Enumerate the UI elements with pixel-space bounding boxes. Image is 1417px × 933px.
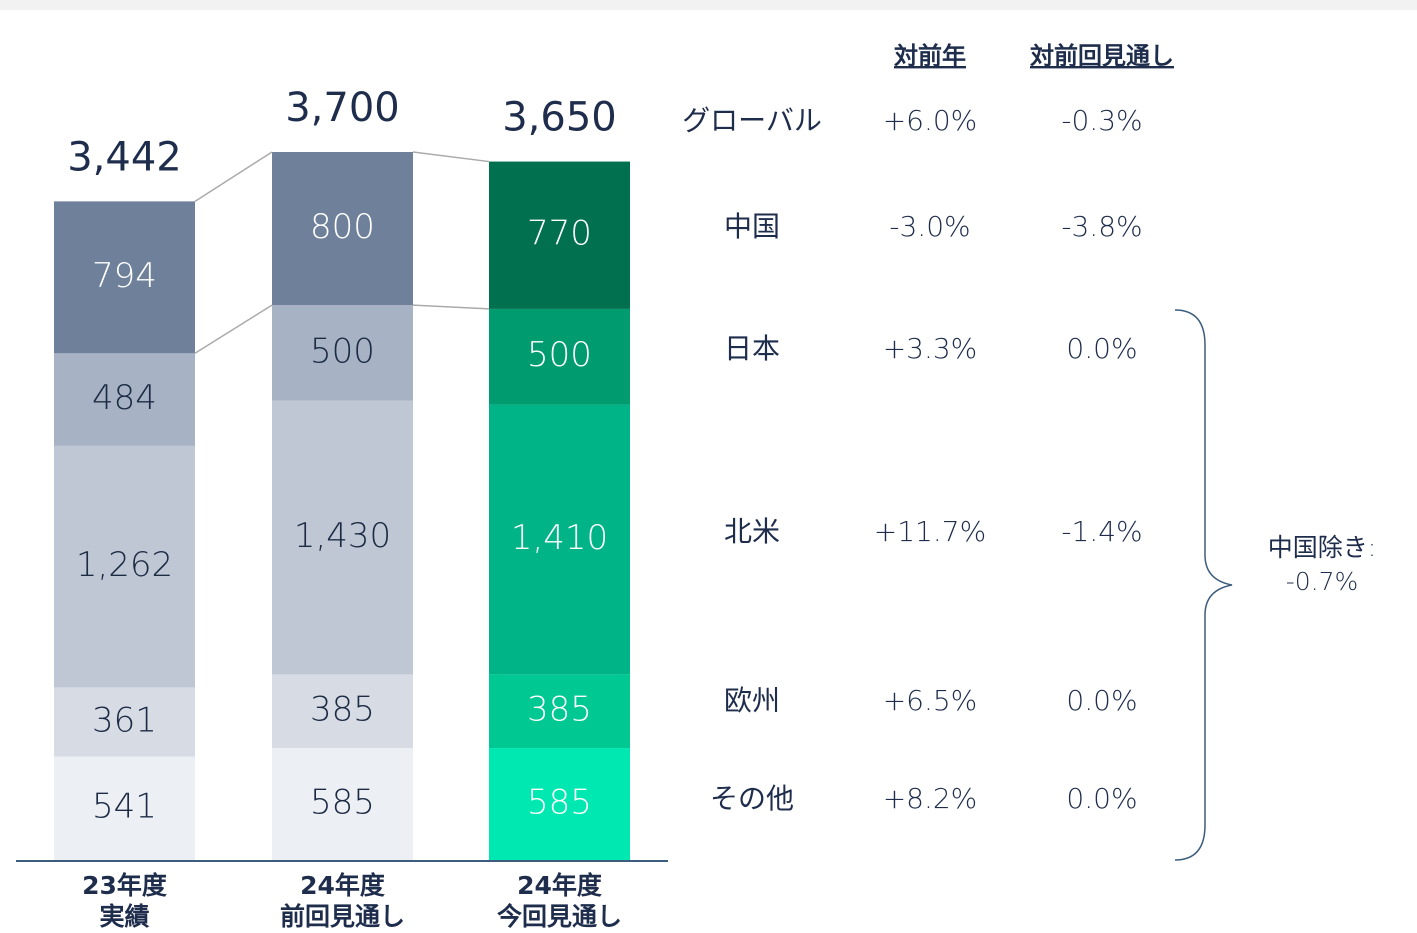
cell: 0.0% <box>1066 332 1137 365</box>
bar-segment <box>272 305 413 401</box>
row-label: 日本 <box>724 332 780 365</box>
segment-label: 361 <box>92 700 157 740</box>
cell: +6.5% <box>883 684 978 717</box>
row-label: 北米 <box>724 515 780 548</box>
x-tick-label: 24年度 <box>300 871 385 900</box>
bar-segment <box>489 674 630 749</box>
bar-segment <box>54 353 195 446</box>
bar-segment <box>272 674 413 749</box>
brace-label: 中国除き: <box>1268 533 1376 562</box>
cell: +11.7% <box>874 515 986 548</box>
segment-label: 484 <box>92 378 157 418</box>
segment-label: 1,410 <box>511 518 608 558</box>
brace <box>1174 309 1233 861</box>
total-label: 3,700 <box>285 85 400 131</box>
segment-label: 541 <box>92 787 157 827</box>
column-header: 対前年 <box>894 42 966 70</box>
segment-label: 385 <box>310 690 375 730</box>
cell: +8.2% <box>883 782 978 815</box>
bar-segment <box>54 756 195 860</box>
segment-label: 500 <box>310 331 375 371</box>
cell: +3.3% <box>883 332 978 365</box>
bar-segment <box>54 687 195 757</box>
bar-segment <box>272 400 413 675</box>
segment-label: 1,430 <box>294 516 391 556</box>
bar-segment <box>489 161 630 309</box>
bar-segment <box>272 748 413 860</box>
total-label: 3,650 <box>502 95 617 141</box>
segment-label: 385 <box>527 690 592 730</box>
bar-segment <box>54 201 195 354</box>
bar-segment <box>489 748 630 860</box>
segment-label: 585 <box>310 783 375 823</box>
row-label: 欧州 <box>724 684 780 717</box>
segment-label: 500 <box>527 335 592 375</box>
segment-label: 800 <box>310 207 375 247</box>
cell: -0.3% <box>1061 104 1142 137</box>
bar-segment <box>489 404 630 675</box>
column-header: 対前回見通し <box>1030 42 1174 70</box>
brace-label: -0.7% <box>1286 567 1359 596</box>
cell: -3.8% <box>1061 210 1142 243</box>
connector <box>412 304 490 310</box>
x-tick-label: 実績 <box>99 902 149 931</box>
connector <box>194 304 273 354</box>
x-tick-label: 今回見通し <box>497 902 622 931</box>
x-tick-label: 23年度 <box>82 871 167 900</box>
segment-label: 1,262 <box>76 545 173 585</box>
cell: +6.0% <box>883 104 978 137</box>
cell: -3.0% <box>889 210 970 243</box>
x-tick-label: 前回見通し <box>280 902 405 931</box>
row-label: 中国 <box>724 210 780 243</box>
connector <box>412 151 490 163</box>
cell: -1.4% <box>1061 515 1142 548</box>
x-tick-label: 24年度 <box>517 871 602 900</box>
cell: 0.0% <box>1066 782 1137 815</box>
segment-label: 585 <box>527 783 592 823</box>
top-strip <box>0 0 1417 10</box>
segment-label: 794 <box>92 256 157 296</box>
row-label: その他 <box>710 782 794 815</box>
bar-segment <box>54 445 195 688</box>
bar-segment <box>272 152 413 306</box>
segment-label: 770 <box>527 214 592 254</box>
row-label: グローバル <box>682 104 822 137</box>
connector <box>194 151 273 203</box>
bar-segment <box>489 308 630 405</box>
cell: 0.0% <box>1066 684 1137 717</box>
total-label: 3,442 <box>67 134 182 180</box>
